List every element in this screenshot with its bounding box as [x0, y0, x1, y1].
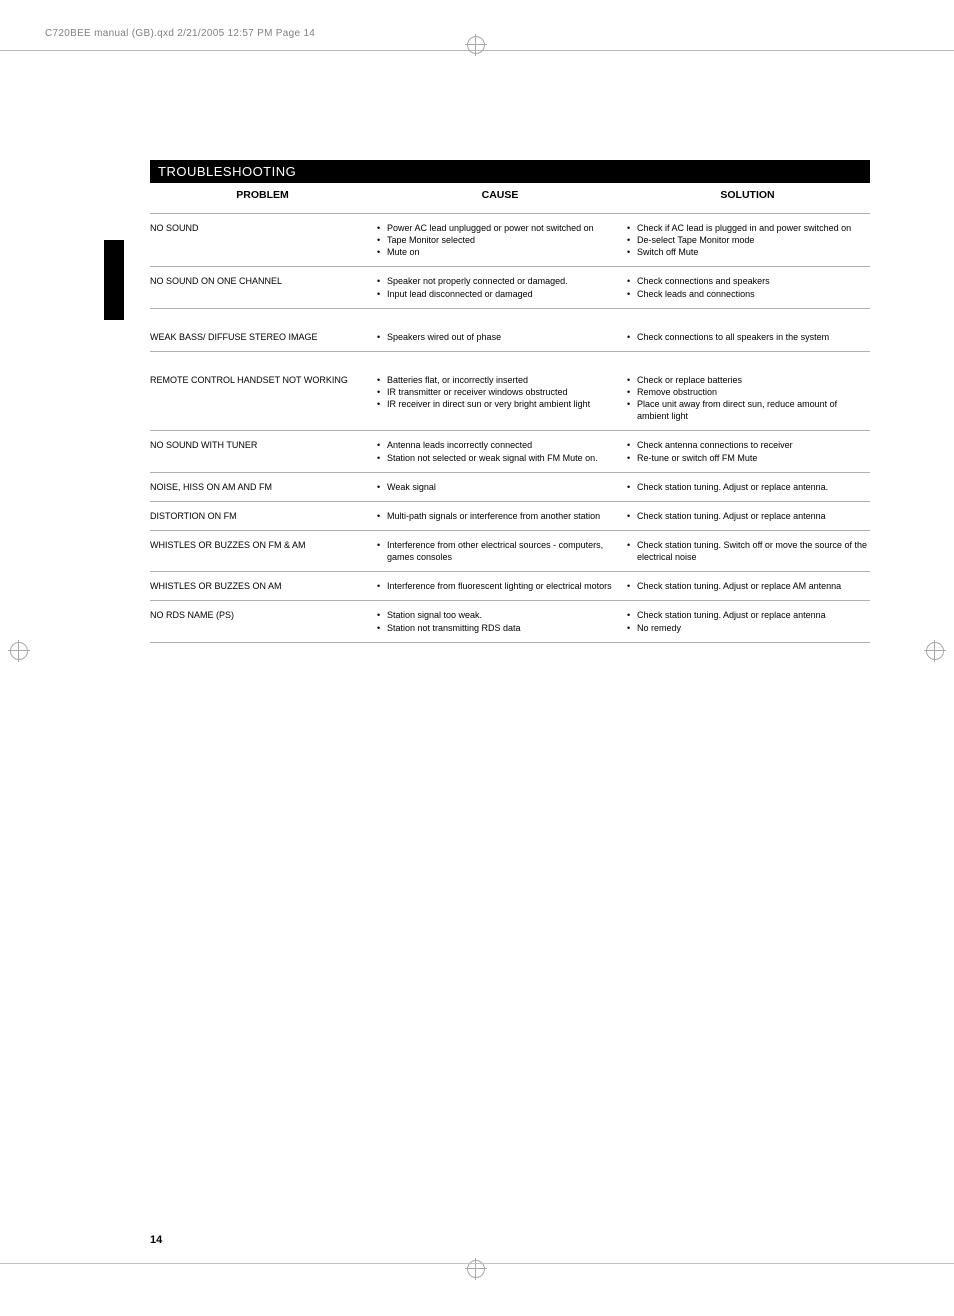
table-row: NO RDS NAME (PS)Station signal too weak.…: [150, 601, 870, 642]
list-item: Check or replace batteries: [637, 374, 870, 386]
list-item: Check connections and speakers: [637, 275, 870, 287]
cause-cell: Multi-path signals or interference from …: [375, 510, 625, 522]
solution-cell: Check if AC lead is plugged in and power…: [625, 222, 870, 258]
list-item: Place unit away from direct sun, reduce …: [637, 398, 870, 422]
solution-cell: Check station tuning. Switch off or move…: [625, 539, 870, 563]
cause-cell: Station signal too weak.Station not tran…: [375, 609, 625, 633]
problem-cell: WEAK BASS/ DIFFUSE STEREO IMAGE: [150, 331, 375, 343]
solution-cell: Check station tuning. Adjust or replace …: [625, 609, 870, 633]
group-gap: [150, 309, 870, 323]
cause-cell: Speaker not properly connected or damage…: [375, 275, 625, 299]
list-item: Check station tuning. Adjust or replace …: [637, 481, 870, 493]
language-tab: [104, 240, 124, 320]
list-item: Power AC lead unplugged or power not swi…: [387, 222, 615, 234]
problem-cell: NO SOUND: [150, 222, 375, 258]
list-item: Station signal too weak.: [387, 609, 615, 621]
cause-cell: Interference from fluorescent lighting o…: [375, 580, 625, 592]
solution-cell: Check station tuning. Adjust or replace …: [625, 580, 870, 592]
list-item: Mute on: [387, 246, 615, 258]
problem-cell: NO SOUND ON ONE CHANNEL: [150, 275, 375, 299]
col-header-problem: PROBLEM: [150, 189, 375, 201]
cause-cell: Batteries flat, or incorrectly insertedI…: [375, 374, 625, 423]
list-item: Interference from other electrical sourc…: [387, 539, 615, 563]
list-item: Re-tune or switch off FM Mute: [637, 452, 870, 464]
page-number: 14: [150, 1234, 162, 1246]
registration-mark-icon: [465, 1258, 487, 1280]
col-header-solution: SOLUTION: [625, 189, 870, 201]
problem-cell: NOISE, HISS ON AM AND FM: [150, 481, 375, 493]
problem-cell: NO SOUND WITH TUNER: [150, 439, 375, 463]
problem-cell: WHISTLES OR BUZZES ON FM & AM: [150, 539, 375, 563]
registration-mark-icon: [465, 34, 487, 56]
list-item: IR transmitter or receiver windows obstr…: [387, 386, 615, 398]
group-gap: [150, 352, 870, 366]
list-item: Station not transmitting RDS data: [387, 622, 615, 634]
list-item: Tape Monitor selected: [387, 234, 615, 246]
table-row: NO SOUND WITH TUNERAntenna leads incorre…: [150, 431, 870, 472]
list-item: Check station tuning. Adjust or replace …: [637, 580, 870, 592]
list-item: Batteries flat, or incorrectly inserted: [387, 374, 615, 386]
cause-cell: Antenna leads incorrectly connectedStati…: [375, 439, 625, 463]
list-item: Remove obstruction: [637, 386, 870, 398]
cause-cell: Speakers wired out of phase: [375, 331, 625, 343]
troubleshooting-table: NO SOUND Power AC lead unplugged or power…: [150, 214, 870, 643]
list-item: Station not selected or weak signal with…: [387, 452, 615, 464]
table-row: DISTORTION ON FM Multi-path signals or in…: [150, 502, 870, 531]
registration-mark-icon: [924, 640, 946, 662]
problem-cell: WHISTLES OR BUZZES ON AM: [150, 580, 375, 592]
table-row: NO SOUND Power AC lead unplugged or power…: [150, 214, 870, 267]
list-item: Interference from fluorescent lighting o…: [387, 580, 615, 592]
solution-cell: Check connections to all speakers in the…: [625, 331, 870, 343]
list-item: Check antenna connections to receiver: [637, 439, 870, 451]
problem-cell: REMOTE CONTROL HANDSET NOT WORKING: [150, 374, 375, 423]
list-item: Check station tuning. Adjust or replace …: [637, 609, 870, 621]
header-line: C720BEE manual (GB).qxd 2/21/2005 12:57 …: [45, 28, 315, 39]
list-item: Check leads and connections: [637, 288, 870, 300]
table-row: WHISTLES OR BUZZES ON AM Interference fro…: [150, 572, 870, 601]
registration-mark-icon: [8, 640, 30, 662]
column-headers: PROBLEM CAUSE SOLUTION: [150, 183, 870, 214]
solution-cell: Check or replace batteriesRemove obstruc…: [625, 374, 870, 423]
cause-cell: Power AC lead unplugged or power not swi…: [375, 222, 625, 258]
solution-cell: Check station tuning. Adjust or replace …: [625, 481, 870, 493]
footer-divider: [0, 1263, 954, 1264]
list-item: Speakers wired out of phase: [387, 331, 615, 343]
table-row: NO SOUND ON ONE CHANNEL Speaker not prope…: [150, 267, 870, 308]
list-item: Input lead disconnected or damaged: [387, 288, 615, 300]
list-item: Check station tuning. Adjust or replace …: [637, 510, 870, 522]
list-item: Check if AC lead is plugged in and power…: [637, 222, 870, 234]
list-item: No remedy: [637, 622, 870, 634]
section-title: TROUBLESHOOTING: [150, 160, 870, 183]
table-row: REMOTE CONTROL HANDSET NOT WORKINGBatter…: [150, 366, 870, 432]
list-item: Weak signal: [387, 481, 615, 493]
table-row: WHISTLES OR BUZZES ON FM & AM Interferenc…: [150, 531, 870, 572]
content-area: TROUBLESHOOTING PROBLEM CAUSE SOLUTION N…: [150, 160, 870, 643]
list-item: IR receiver in direct sun or very bright…: [387, 398, 615, 410]
col-header-cause: CAUSE: [375, 189, 625, 201]
problem-cell: DISTORTION ON FM: [150, 510, 375, 522]
list-item: Check connections to all speakers in the…: [637, 331, 870, 343]
list-item: Switch off Mute: [637, 246, 870, 258]
table-row: WEAK BASS/ DIFFUSE STEREO IMAGE Speakers …: [150, 323, 870, 352]
problem-cell: NO RDS NAME (PS): [150, 609, 375, 633]
table-row: NOISE, HISS ON AM AND FM Weak signal Check…: [150, 473, 870, 502]
language-tab-label: ENGLISH: [136, 258, 148, 314]
list-item: Check station tuning. Switch off or move…: [637, 539, 870, 563]
solution-cell: Check connections and speakersCheck lead…: [625, 275, 870, 299]
cause-cell: Interference from other electrical sourc…: [375, 539, 625, 563]
list-item: Antenna leads incorrectly connected: [387, 439, 615, 451]
solution-cell: Check antenna connections to receiverRe-…: [625, 439, 870, 463]
list-item: De-select Tape Monitor mode: [637, 234, 870, 246]
cause-cell: Weak signal: [375, 481, 625, 493]
list-item: Multi-path signals or interference from …: [387, 510, 615, 522]
solution-cell: Check station tuning. Adjust or replace …: [625, 510, 870, 522]
list-item: Speaker not properly connected or damage…: [387, 275, 615, 287]
